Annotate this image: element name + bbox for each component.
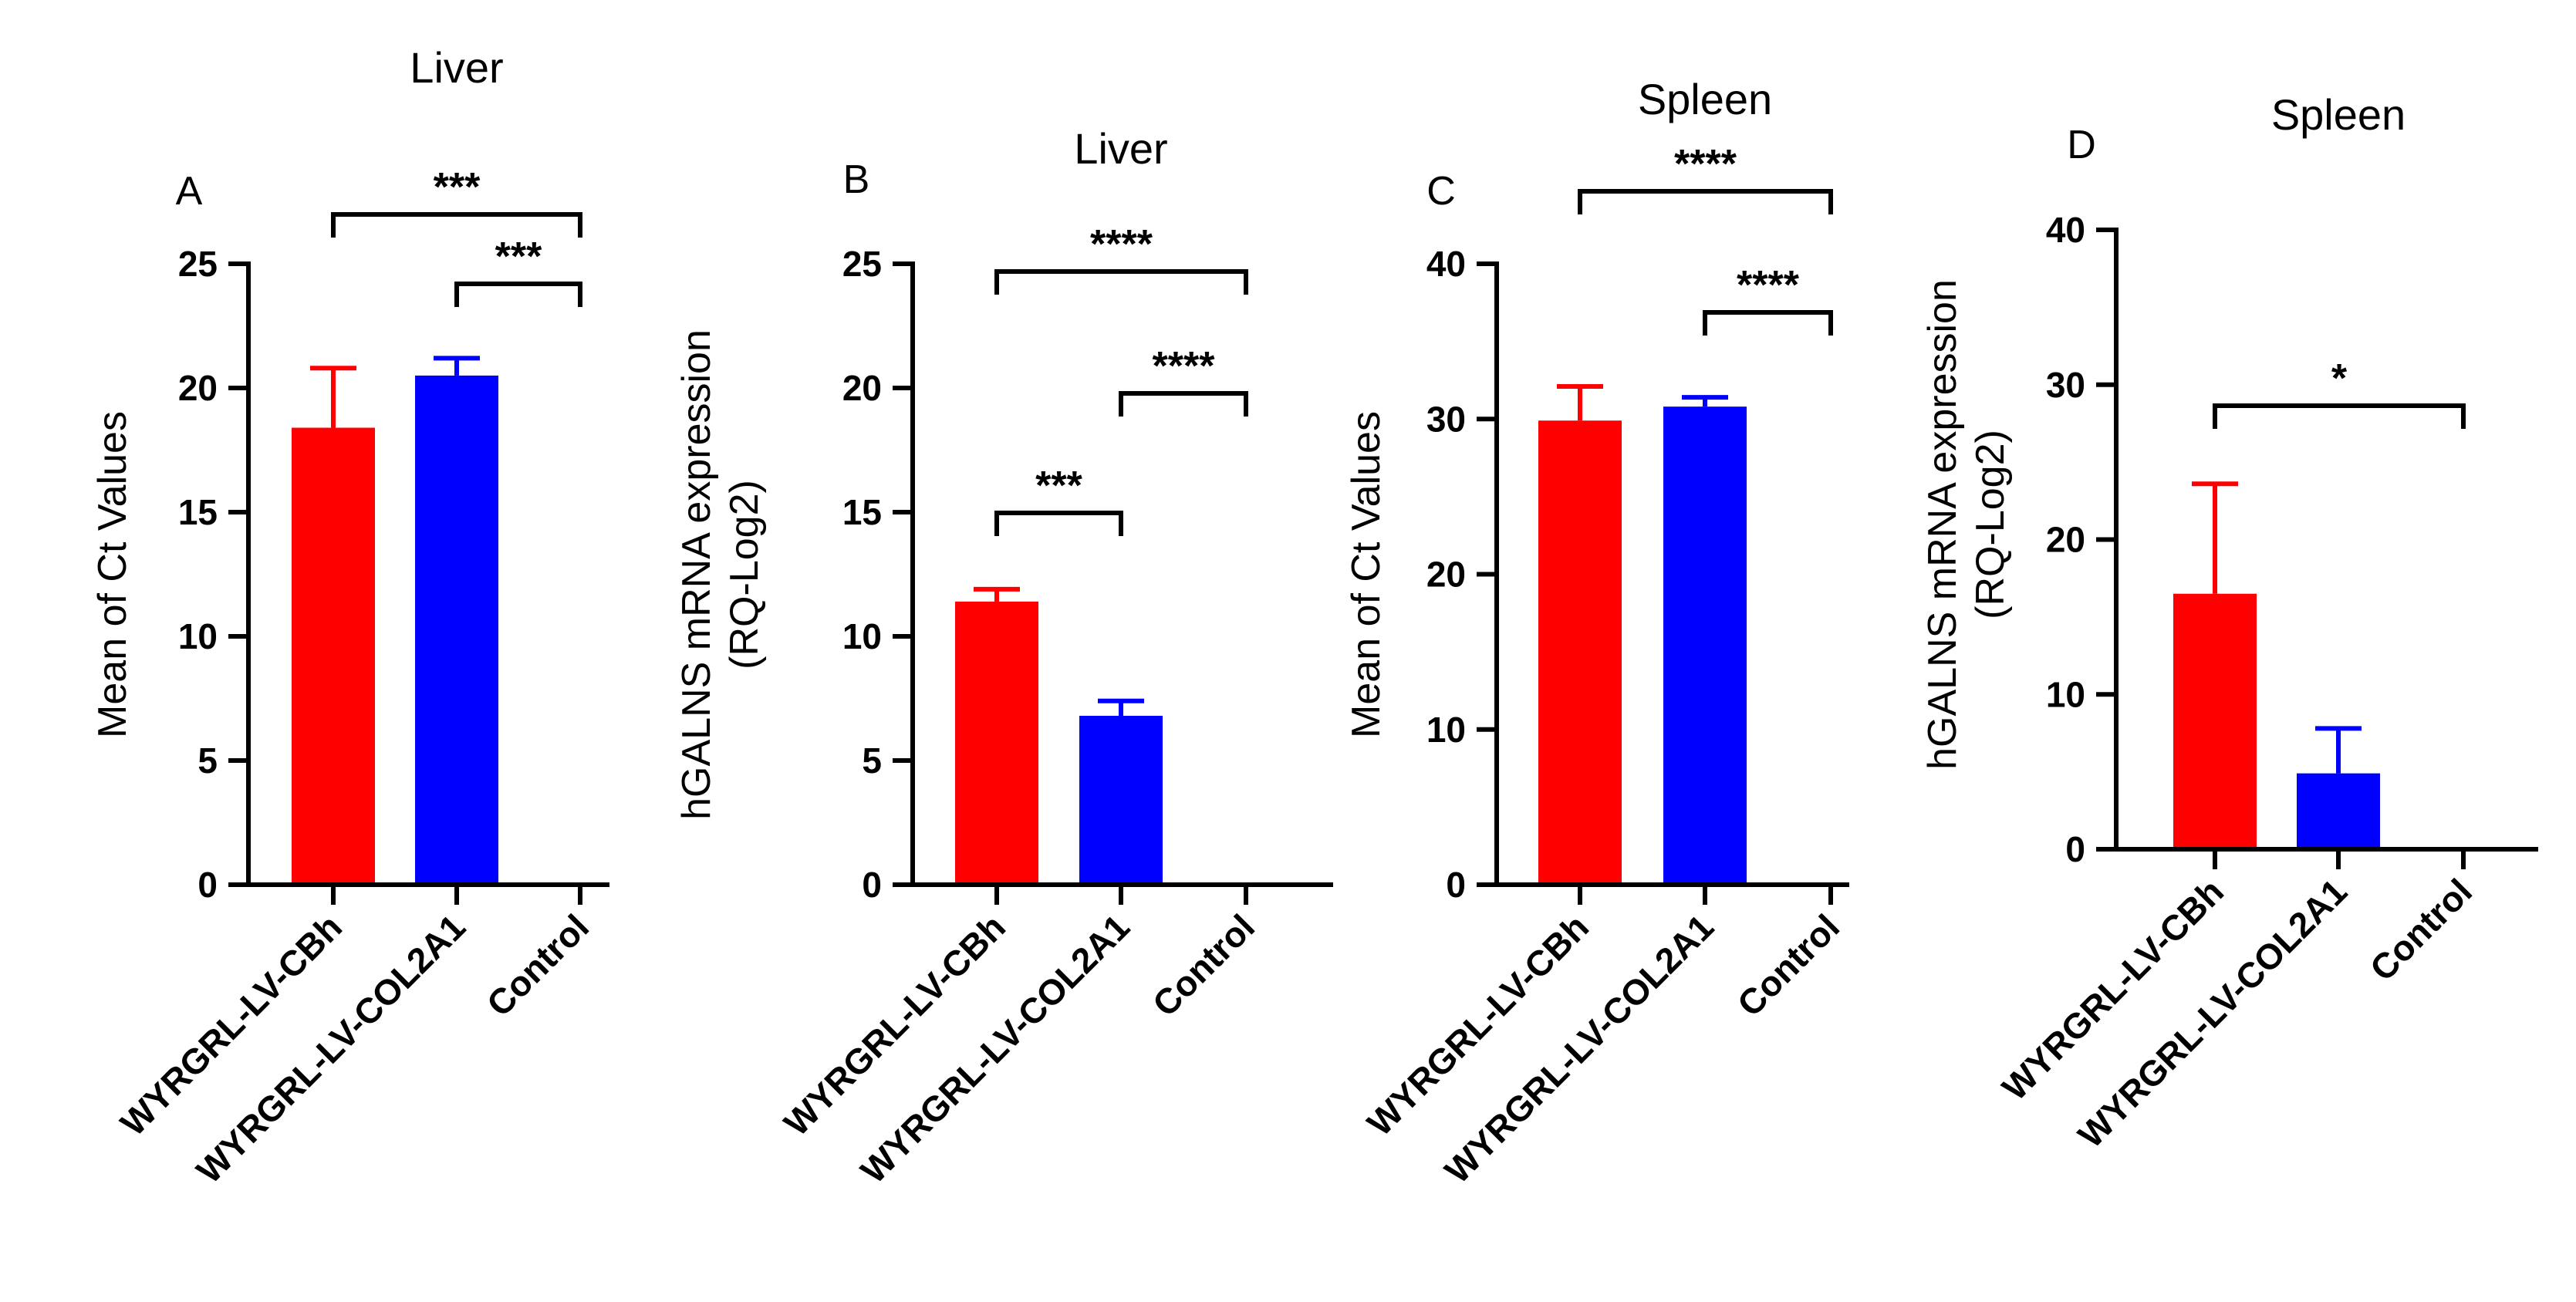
y-tick-label: 40 xyxy=(2046,210,2085,250)
x-tick-label: Control xyxy=(479,906,596,1024)
y-axis-label-line: (RQ-Log2) xyxy=(722,480,767,670)
significance-label: **** xyxy=(1674,142,1737,187)
x-tick-label: Control xyxy=(2362,871,2480,988)
y-axis-label: hGALNS mRNA expression(RQ-Log2) xyxy=(1920,279,2013,770)
x-tick-label: WYRGRL-LV-CBh xyxy=(776,906,1013,1143)
chart-panel-a: Liver A Mean of Ct Values 0 5 10 15 20 25 WYRGRL-… xyxy=(90,43,609,1191)
chart-panel-c: Spleen C Mean of Ct Values 0 10 20 30 40 WYRGRL-… xyxy=(1344,75,1849,1191)
y-axis-label: Mean of Ct Values xyxy=(1344,411,1389,738)
chart-title: Spleen xyxy=(2271,90,2406,139)
significance-label: **** xyxy=(1737,263,1800,308)
significance-bracket xyxy=(331,212,582,238)
chart-title: Liver xyxy=(410,43,503,92)
panel-letter: C xyxy=(1426,169,1456,214)
y-tick-label: 15 xyxy=(178,492,218,532)
significance-label: *** xyxy=(1035,464,1082,508)
bar xyxy=(292,427,375,885)
significance-bracket xyxy=(1119,391,1248,417)
chart-title: Liver xyxy=(1074,124,1167,173)
significance-label: *** xyxy=(434,165,481,210)
y-tick-label: 20 xyxy=(842,368,882,408)
y-tick-label: 5 xyxy=(198,740,218,781)
y-axis-label-line: Mean of Ct Values xyxy=(1344,411,1389,738)
y-tick-label: 10 xyxy=(2046,674,2085,714)
y-tick-label: 15 xyxy=(842,492,882,532)
y-tick-label: 30 xyxy=(1426,399,1466,439)
significance-label: *** xyxy=(495,234,542,279)
significance-bracket xyxy=(2213,403,2466,429)
significance-bracket xyxy=(1703,310,1833,336)
y-tick-label: 40 xyxy=(1426,244,1466,284)
significance-label: **** xyxy=(1153,344,1216,389)
panel-letter: B xyxy=(843,157,870,202)
y-axis-label-line: (RQ-Log2) xyxy=(1968,430,2013,619)
y-tick-label: 0 xyxy=(2065,829,2085,869)
y-tick-label: 20 xyxy=(1426,555,1466,595)
bar xyxy=(955,601,1038,885)
y-axis-label: Mean of Ct Values xyxy=(90,411,135,738)
bar xyxy=(1663,406,1747,885)
panel-letter: A xyxy=(176,169,203,214)
y-axis-label-line: hGALNS mRNA expression xyxy=(1920,279,1965,770)
significance-label: * xyxy=(2331,356,2348,401)
significance-bracket xyxy=(994,269,1248,295)
x-tick-label: WYRGRL-LV-CBh xyxy=(1359,906,1596,1143)
significance-label: **** xyxy=(1090,222,1153,267)
y-tick-label: 10 xyxy=(842,616,882,656)
y-tick-label: 25 xyxy=(178,244,218,284)
y-tick-label: 5 xyxy=(862,740,882,781)
chart-title: Spleen xyxy=(1638,75,1772,123)
y-tick-label: 20 xyxy=(178,368,218,408)
y-tick-label: 30 xyxy=(2046,365,2085,405)
y-tick-label: 0 xyxy=(862,865,882,905)
x-tick-label: Control xyxy=(1145,906,1262,1024)
bar xyxy=(2173,593,2257,849)
x-tick-label: WYRGRL-LV-CBh xyxy=(113,906,349,1143)
bar xyxy=(1538,420,1622,885)
significance-bracket xyxy=(994,511,1123,536)
bar xyxy=(1079,716,1163,885)
y-axis-label: hGALNS mRNA expression(RQ-Log2) xyxy=(674,329,767,820)
bar xyxy=(415,375,498,885)
y-tick-label: 10 xyxy=(1426,710,1466,750)
y-axis-label-line: Mean of Ct Values xyxy=(90,411,135,738)
significance-bracket xyxy=(454,282,582,307)
y-tick-label: 0 xyxy=(1446,865,1466,905)
bar xyxy=(2297,773,2380,849)
y-tick-label: 0 xyxy=(198,865,218,905)
y-tick-label: 10 xyxy=(178,616,218,656)
panel-letter: D xyxy=(2067,123,2096,167)
y-tick-label: 20 xyxy=(2046,520,2085,560)
significance-bracket xyxy=(1578,189,1833,214)
x-tick-label: WYRGRL-LV-CBh xyxy=(1994,871,2231,1108)
y-tick-label: 25 xyxy=(842,244,882,284)
y-axis-label-line: hGALNS mRNA expression xyxy=(674,329,719,820)
x-tick-label: Control xyxy=(1730,906,1847,1024)
